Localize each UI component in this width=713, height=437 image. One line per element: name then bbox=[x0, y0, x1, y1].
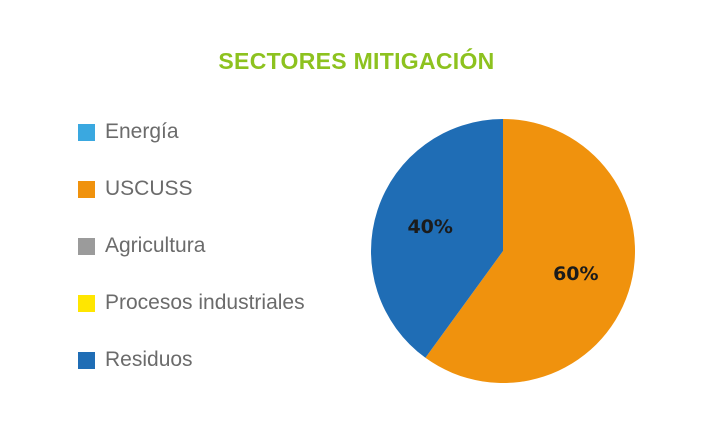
legend-label: USCUSS bbox=[105, 177, 193, 200]
legend-item-energia: Energía bbox=[78, 117, 305, 147]
legend-label: Procesos industriales bbox=[105, 291, 305, 314]
pie-data-label: 60% bbox=[553, 263, 598, 285]
legend-swatch bbox=[78, 351, 95, 369]
chart-title: SECTORES MITIGACIÓN bbox=[218, 48, 495, 74]
legend-label: Residuos bbox=[105, 348, 193, 371]
pie-slice-uscuss bbox=[425, 119, 635, 383]
legend-item-uscuss: USCUSS bbox=[78, 174, 305, 204]
pie-chart: 60% 40% bbox=[371, 119, 635, 383]
legend-swatch bbox=[78, 180, 95, 198]
legend-item-agricultura: Agricultura bbox=[78, 231, 305, 261]
legend-swatch bbox=[78, 237, 95, 255]
legend-label: Agricultura bbox=[105, 234, 206, 257]
pie-data-label: 40% bbox=[407, 216, 452, 238]
legend-label: Energía bbox=[105, 120, 179, 143]
legend-swatch bbox=[78, 123, 95, 141]
legend-item-procesos-industriales: Procesos industriales bbox=[78, 288, 305, 318]
legend-item-residuos: Residuos bbox=[78, 345, 305, 375]
pie-slice-residuos bbox=[371, 119, 503, 358]
legend: Energía USCUSS Agricultura Procesos indu… bbox=[78, 117, 305, 402]
legend-swatch bbox=[78, 294, 95, 312]
